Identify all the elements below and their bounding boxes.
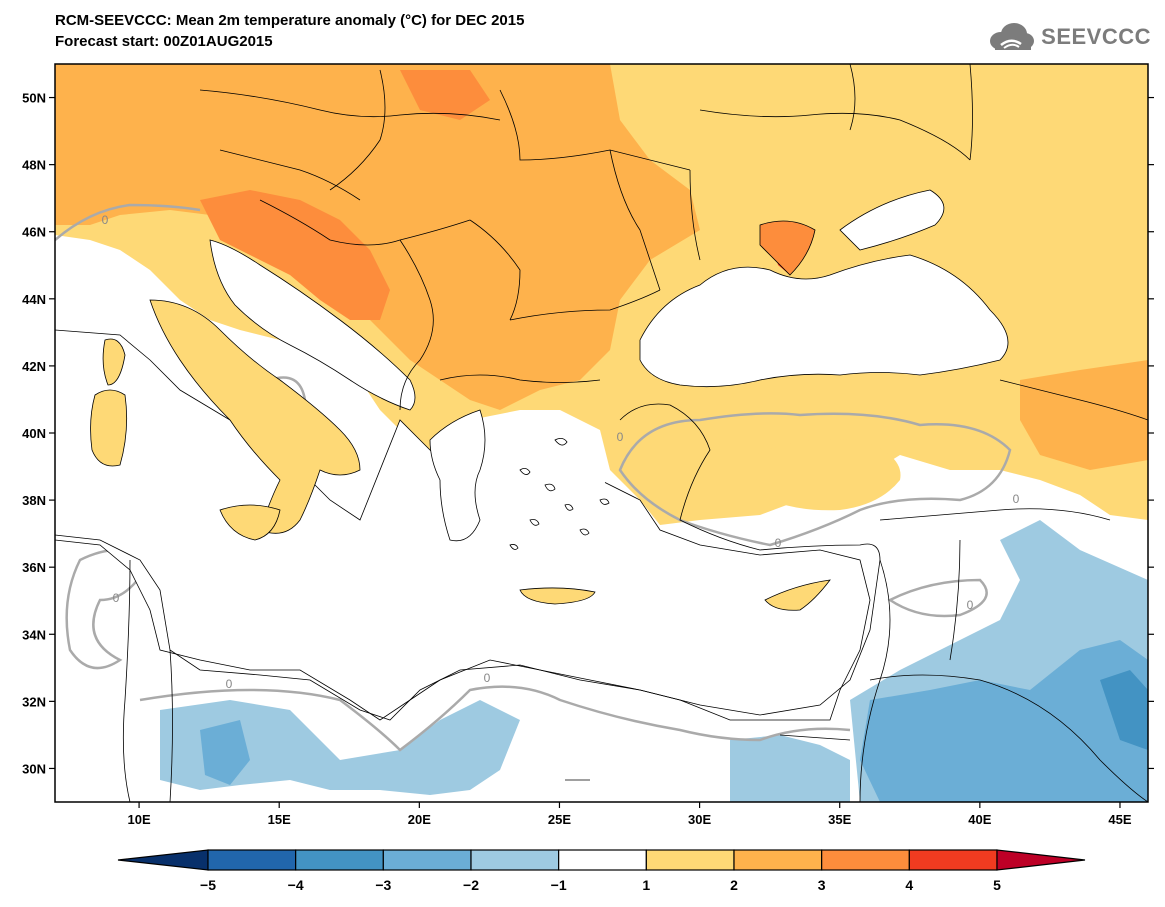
map-panel: 0 0 0 0 0 0 0 0: [55, 64, 1148, 802]
lon-tick-label: 35E: [828, 812, 851, 827]
zero-contour-anatolia: [618, 412, 1012, 547]
aegean-islands: [509, 438, 610, 550]
lat-tick-label: 40N: [22, 426, 46, 441]
colorbar-tick-label: −5: [200, 877, 216, 893]
anomaly-region-minus1-africa: [160, 700, 520, 795]
anomaly-region-plus3: [200, 190, 390, 320]
anomaly-region-plus4: [770, 230, 800, 275]
corsica: [102, 338, 126, 386]
cyprus: [764, 579, 831, 611]
colorbar-tick-label: −1: [551, 877, 567, 893]
country-borders: [122, 64, 1148, 802]
lat-tick-label: 36N: [22, 560, 46, 575]
lon-tick-label: 15E: [268, 812, 291, 827]
sicily: [219, 504, 281, 541]
anomaly-region-minus2-africa: [200, 720, 250, 785]
coastline-north-africa: [55, 534, 881, 721]
colorbar-segment: [470, 849, 560, 871]
contour-label: 0: [967, 598, 974, 612]
logo-text: SEEVCCC: [1041, 24, 1151, 49]
aegean-sea: [470, 410, 610, 560]
lat-tick-label: 44N: [22, 292, 46, 307]
colorbar-segment: [908, 849, 998, 871]
anomaly-region-plus1-anatolia: [754, 439, 901, 511]
colorbar-segment: [733, 849, 823, 871]
zero-contour-alps: [55, 203, 201, 241]
lon-tick-label: 30E: [688, 812, 711, 827]
anomaly-region-minus1-egypt: [730, 735, 850, 802]
anomaly-region-minus2-east: [860, 640, 1148, 802]
contour-label: 0: [226, 677, 233, 691]
contour-label: 0: [617, 430, 624, 444]
lon-tick-label: 20E: [408, 812, 431, 827]
colorbar-segment: [382, 849, 472, 871]
lon-tick-label: 45E: [1108, 812, 1131, 827]
anomaly-region-plus2-east: [1020, 360, 1148, 470]
colorbar-tick-label: 4: [905, 877, 913, 893]
longitude-axis: 10E 15E 20E 25E 30E 35E 40E 45E: [128, 802, 1132, 827]
zero-contour-tunisia: [65, 548, 152, 670]
crimea: [759, 220, 816, 276]
colorbar-segment: [295, 849, 384, 871]
anomaly-region-minus1-east: [850, 520, 1148, 802]
sardinia: [90, 389, 128, 467]
mediterranean-sea: [55, 329, 871, 721]
colorbar-segment: [645, 849, 735, 871]
map-background: [55, 64, 1148, 802]
colorbar-segment: [558, 849, 647, 871]
colorbar-arrow-low: [117, 849, 209, 871]
anomaly-region-plus1: [55, 64, 1148, 525]
lat-tick-label: 30N: [22, 761, 46, 776]
colorbar: −5 −4 −3 −2 −1 1 2 3 4 5: [117, 849, 1086, 893]
map-frame: [54, 63, 1149, 803]
lon-tick-label: 25E: [548, 812, 571, 827]
lat-tick-label: 48N: [22, 158, 46, 173]
colorbar-segment: [821, 849, 910, 871]
contour-label: 0: [484, 671, 491, 685]
colorbar-tick-label: −3: [375, 877, 391, 893]
seevccc-logo: SEEVCCC: [987, 22, 1151, 52]
greece-peninsula: [429, 409, 486, 542]
map-title: RCM-SEEVCCC: Mean 2m temperature anomaly…: [55, 12, 525, 29]
forecast-start-label: Forecast start: 00Z01AUG2015: [55, 33, 273, 50]
lat-tick-label: 46N: [22, 225, 46, 240]
colorbar-arrow-high: [996, 849, 1086, 871]
contour-label: 0: [113, 591, 120, 605]
contour-label: 0: [775, 536, 782, 550]
latitude-axis: 50N 48N 46N 44N 42N 40N 38N 36N 34N 32N 30N: [22, 91, 1154, 776]
colorbar-tick-label: 3: [818, 877, 826, 893]
lat-tick-label: 38N: [22, 493, 46, 508]
anomaly-region-minus3: [1100, 670, 1148, 750]
zero-contour-syria: [887, 578, 988, 618]
anomaly-region-plus3-north: [400, 70, 490, 120]
anomaly-region-plus2: [55, 64, 700, 410]
lat-tick-label: 50N: [22, 91, 46, 106]
colorbar-tick-label: 1: [642, 877, 650, 893]
italy-peninsula: [149, 299, 361, 534]
lon-tick-label: 10E: [128, 812, 151, 827]
lat-tick-label: 34N: [22, 627, 46, 642]
lon-tick-label: 40E: [968, 812, 991, 827]
adriatic-sea: [209, 239, 416, 411]
colorbar-tick-label: −2: [463, 877, 479, 893]
zero-contour-africa: [139, 685, 851, 752]
colorbar-tick-label: 5: [993, 877, 1001, 893]
contour-label: 0: [1013, 492, 1020, 506]
colorbar-segment: [207, 849, 297, 871]
zero-contour-italy: [268, 376, 307, 415]
coastline-anatolia: [619, 403, 881, 561]
contour-label: 0: [102, 213, 109, 227]
azov-sea: [839, 189, 945, 251]
lat-tick-label: 42N: [22, 359, 46, 374]
black-sea: [639, 254, 1009, 388]
lat-tick-label: 32N: [22, 694, 46, 709]
colorbar-tick-label: −4: [288, 877, 304, 893]
colorbar-tick-label: 2: [730, 877, 738, 893]
cloud-icon: [990, 23, 1035, 50]
crete: [519, 587, 596, 605]
